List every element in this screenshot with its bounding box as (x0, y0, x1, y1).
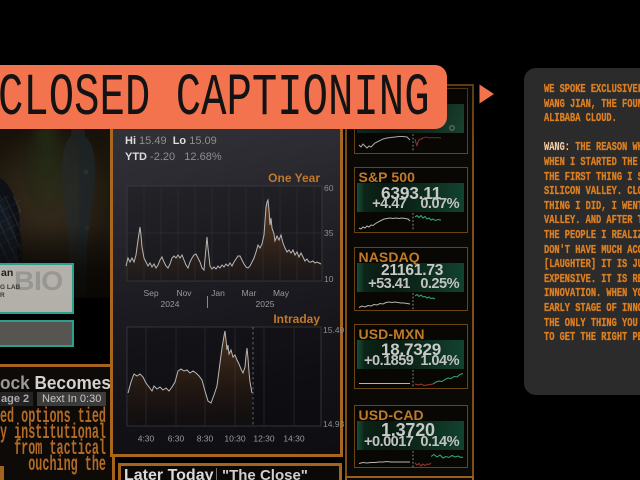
svg-text:14.93: 14.93 (323, 419, 344, 429)
svg-text:2025: 2025 (256, 299, 275, 309)
svg-text:10:30: 10:30 (224, 434, 246, 444)
svg-text:15.49: 15.49 (323, 325, 344, 335)
svg-text:Jan: Jan (211, 288, 225, 298)
svg-text:Mar: Mar (242, 288, 257, 298)
svg-text:4:30: 4:30 (138, 434, 155, 444)
svg-text:2024: 2024 (161, 299, 180, 309)
svg-text:12:30: 12:30 (253, 434, 275, 444)
svg-text:8:30: 8:30 (197, 434, 214, 444)
svg-text:6:30: 6:30 (168, 434, 185, 444)
svg-text:10: 10 (324, 274, 334, 284)
svg-text:35: 35 (324, 228, 334, 238)
svg-text:14:30: 14:30 (283, 434, 305, 444)
svg-text:Sep: Sep (143, 288, 158, 298)
svg-text:Nov: Nov (176, 288, 192, 298)
svg-text:60: 60 (324, 183, 334, 193)
svg-text:May: May (273, 288, 290, 298)
